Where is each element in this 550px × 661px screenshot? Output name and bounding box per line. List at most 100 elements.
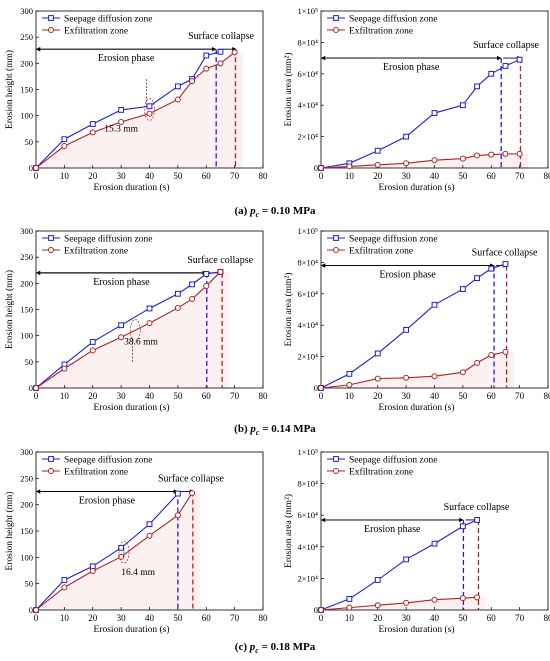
exfiltration-point	[459, 155, 466, 162]
seepage-legend-label: Seepage diffusion zone	[64, 455, 152, 466]
seepage-point	[89, 563, 96, 570]
erosion-phase-label: Erosion phase	[383, 62, 440, 73]
exfiltration-point	[403, 374, 410, 381]
x-tick-label: 30	[117, 171, 127, 181]
exfiltration-point	[174, 512, 181, 519]
seepage-point	[431, 540, 438, 547]
x-tick-label: 10	[345, 613, 355, 623]
exfiltration-point	[431, 373, 438, 380]
chart-panel-b-area: 0 10 20 30 40 50 60 70 80 0 2×10⁴ 4×10⁴ 6×10⁴ 8×10⁴ 1×…	[283, 226, 550, 413]
y-tick-label: 150	[20, 305, 33, 315]
gap-ellipse	[118, 540, 130, 564]
x-tick-label: 30	[117, 391, 127, 401]
exfiltration-point	[346, 604, 353, 611]
seepage-point	[174, 490, 181, 497]
seepage-legend-marker	[48, 235, 54, 241]
shaded-band	[321, 351, 514, 388]
x-tick-label: 30	[117, 613, 127, 623]
y-tick-label: 100	[20, 552, 33, 562]
exfiltration-point	[318, 165, 324, 171]
series-line-seepage	[320, 59, 520, 169]
x-tick-label: 70	[230, 171, 240, 181]
gap-ellipse	[129, 319, 141, 342]
y-tick-label: 50	[25, 137, 34, 147]
exfiltration-legend-marker	[48, 247, 54, 253]
y-tick-label: 2×10⁴	[297, 352, 318, 362]
y-tick-label: 4×10⁴	[297, 320, 318, 330]
chart-panel-c-area: 0 10 20 30 40 50 60 70 80 0 2×10⁴ 4×10⁴ 6×10⁴ 8×10⁴ 1×…	[283, 447, 550, 635]
exfiltration-legend-marker	[333, 247, 339, 253]
y-tick-label: 4×10⁴	[297, 100, 318, 110]
y-axis-label: Erosion area (mm²)	[283, 494, 294, 568]
seepage-point	[374, 147, 381, 154]
exfiltration-legend-marker	[333, 468, 339, 474]
y-tick-label: 100	[20, 331, 33, 341]
x-tick-label: 60	[202, 613, 212, 623]
seepage-point	[516, 56, 523, 63]
exfiltration-point	[318, 607, 324, 613]
y-axis-label: Erosion height (mm)	[4, 270, 15, 349]
caption-c: (c) pc = 0.18 MPa	[234, 641, 316, 656]
exfiltration-point	[189, 296, 196, 303]
x-tick-label: 0	[34, 391, 39, 401]
x-tick-label: 80	[259, 391, 269, 401]
exfiltration-legend-marker	[333, 27, 339, 33]
exfiltration-point	[374, 161, 381, 168]
exfiltration-point	[61, 143, 68, 150]
exfiltration-point	[346, 163, 353, 170]
exfiltration-point	[33, 165, 39, 171]
y-tick-label: 6×10⁴	[297, 289, 318, 299]
x-tick-label: 40	[430, 171, 440, 181]
exfiltration-point	[118, 118, 125, 125]
seepage-point	[146, 521, 153, 528]
seepage-point	[174, 290, 181, 297]
seepage-point	[459, 102, 466, 109]
x-tick-label: 60	[202, 171, 212, 181]
seepage-point	[89, 339, 96, 345]
seepage-point	[403, 556, 410, 563]
x-tick-label: 50	[458, 171, 468, 181]
seepage-point	[431, 301, 438, 308]
x-tick-label: 30	[402, 171, 412, 181]
chart-panel-a-area: 0 10 20 30 40 50 60 70 80 0 2×10⁴ 4×10⁴ 6×10⁴ 8×10⁴ 1×…	[283, 6, 550, 193]
seepage-legend-label: Seepage diffusion zone	[349, 234, 437, 245]
x-tick-label: 0	[319, 613, 324, 623]
x-tick-label: 20	[373, 613, 383, 623]
surface-collapse-label: Surface collapse	[444, 502, 510, 513]
seepage-point	[459, 286, 466, 292]
seepage-point	[502, 63, 509, 69]
x-axis-label: Erosion duration (s)	[379, 402, 455, 413]
x-tick-label: 40	[145, 613, 155, 623]
exfiltration-legend-marker	[48, 468, 54, 474]
seepage-point	[118, 107, 125, 113]
y-tick-label: 2×10⁴	[297, 132, 318, 142]
x-tick-label: 50	[173, 171, 183, 181]
y-tick-label: 100	[20, 111, 33, 121]
seepage-point	[61, 136, 68, 143]
exfiltration-point	[431, 596, 438, 603]
y-tick-label: 6×10⁴	[297, 510, 318, 520]
erosion-phase-label: Erosion phase	[79, 496, 136, 507]
exfiltration-point	[118, 553, 125, 560]
exfiltration-point	[89, 129, 96, 136]
exfiltration-point	[374, 375, 381, 382]
x-tick-label: 60	[202, 391, 212, 401]
y-tick-label: 2×10⁴	[297, 573, 318, 583]
gap-value-label: 38.6 mm	[124, 338, 158, 348]
exfiltration-point	[231, 49, 238, 56]
chart-panel-b-height: 0 10 20 30 40 50 60 70 80 0 50 100 150 200 250 300 Erosi…	[4, 226, 268, 413]
y-tick-label: 1×10⁵	[297, 6, 318, 16]
x-tick-label: 0	[34, 171, 39, 181]
seepage-point	[61, 577, 68, 583]
seepage-point	[203, 52, 210, 59]
y-tick-label: 250	[20, 473, 33, 483]
y-tick-label: 8×10⁴	[297, 37, 318, 47]
seepage-point	[346, 370, 353, 377]
seepage-point	[459, 523, 466, 530]
exfiltration-point	[33, 607, 39, 613]
caption-b: (b) pc = 0.14 MPa	[234, 423, 316, 438]
exfiltration-point	[459, 595, 466, 602]
chart-panel-a-height: 0 10 20 30 40 50 60 70 80 0 50 100 150 200 250 300 Erosi…	[4, 6, 268, 193]
x-axis-label: Erosion duration (s)	[379, 624, 455, 635]
y-axis-label: Erosion area (mm²)	[283, 272, 294, 346]
